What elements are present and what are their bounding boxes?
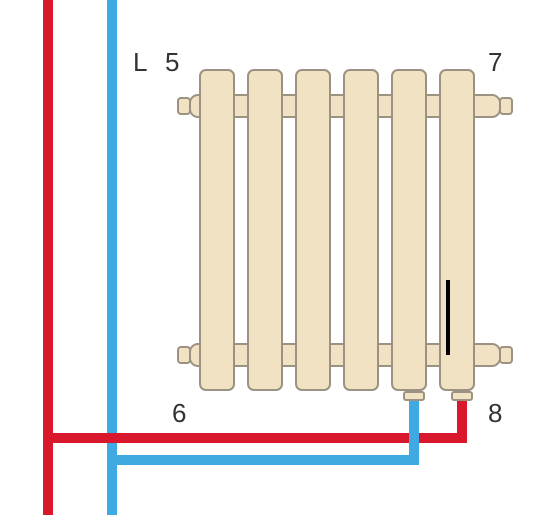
label-8: 8 <box>488 398 502 429</box>
label-7: 7 <box>488 47 502 78</box>
radiator <box>178 70 512 400</box>
label-6: 6 <box>172 398 186 429</box>
label-5: 5 <box>165 47 179 78</box>
label-L: L <box>133 47 147 78</box>
radiator-diagram <box>0 0 555 515</box>
